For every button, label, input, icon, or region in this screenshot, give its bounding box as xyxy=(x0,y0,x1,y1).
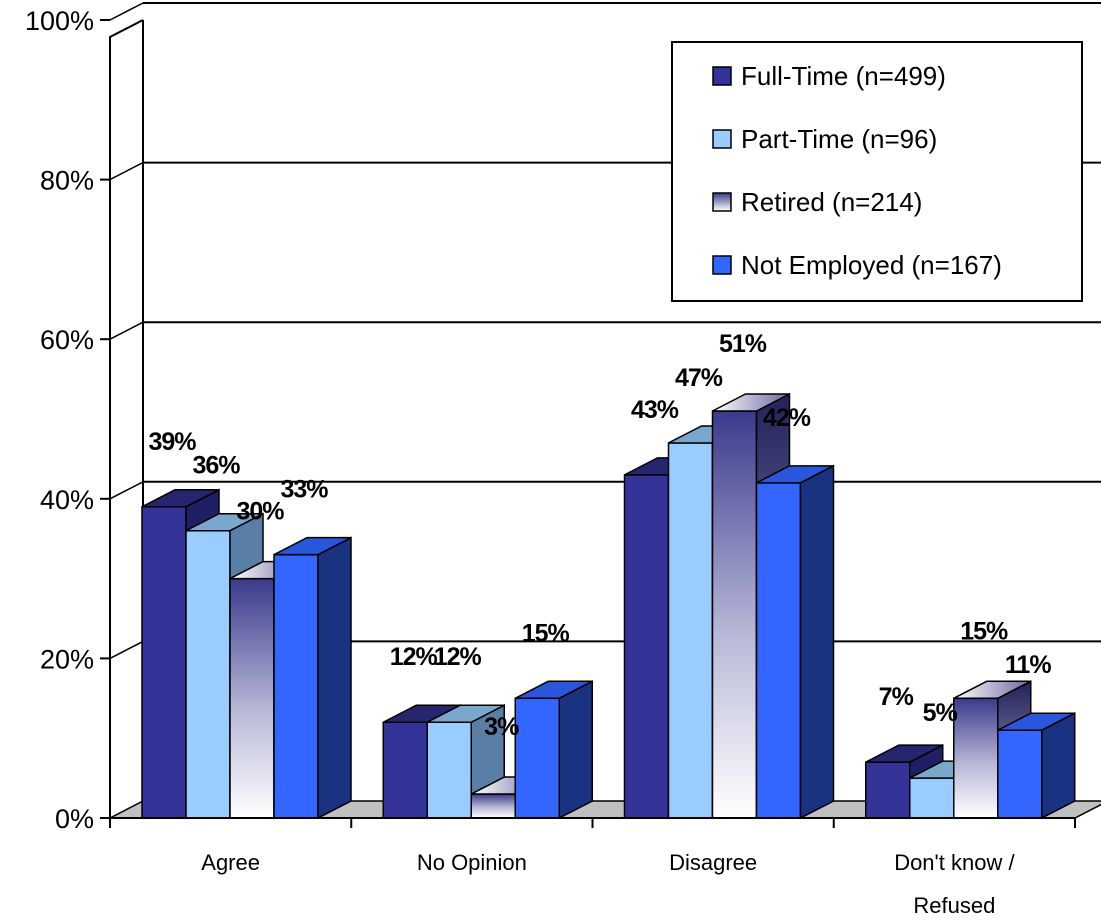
legend-swatch xyxy=(712,129,732,149)
bar-top xyxy=(273,536,352,556)
bar-front xyxy=(273,553,319,819)
gridline-diagonal xyxy=(109,481,144,500)
x-category-label: Disagree xyxy=(669,850,757,875)
data-label: 15% xyxy=(960,617,1008,645)
bar-front xyxy=(953,697,999,819)
x-category-label: Agree xyxy=(201,850,260,875)
data-label: 3% xyxy=(484,713,519,741)
gridline-diagonal xyxy=(109,161,144,181)
data-labels: 39% 12% 43% 7% 36% 12% 47% 5% 30% 3% 51% 15% 33% 15% 4… xyxy=(148,330,1052,741)
y-tick-label: 0% xyxy=(55,804,94,834)
bar-front xyxy=(623,474,670,819)
y-tick-label: 80% xyxy=(40,166,94,196)
bar-front xyxy=(909,777,955,819)
legend-label: Part-Time (n=96) xyxy=(741,124,937,154)
bar-front xyxy=(514,697,560,819)
bar-top xyxy=(426,704,505,723)
gridline-diagonal xyxy=(109,321,144,340)
x-category-label: Refused xyxy=(913,893,995,918)
bar-front xyxy=(997,729,1043,819)
y-tick-label: 40% xyxy=(40,485,94,515)
y-axis: 0% 20% 40% 60% 80% 100% xyxy=(25,2,1101,834)
data-label: 36% xyxy=(192,452,240,480)
y-tick-label: 100% xyxy=(25,6,94,36)
legend-box xyxy=(671,41,1083,302)
bar-top xyxy=(514,680,593,700)
bar-front xyxy=(141,506,187,819)
bar-front xyxy=(470,793,516,819)
data-label: 51% xyxy=(719,330,767,358)
bar-front xyxy=(711,410,758,819)
bar-front xyxy=(229,577,275,819)
bar-top xyxy=(712,393,790,412)
bar-front xyxy=(185,529,231,819)
bar-top xyxy=(756,465,834,484)
x-axis: Agree No Opinion Disagree Don't know / Refus… xyxy=(109,817,1076,918)
data-label: 33% xyxy=(280,476,328,504)
data-label: 43% xyxy=(631,396,679,424)
x-category-label: Don't know / xyxy=(894,850,1015,875)
data-label: 39% xyxy=(148,428,196,456)
legend-label: Not Employed (n=167) xyxy=(741,250,1002,280)
legend-swatch xyxy=(712,192,732,212)
data-label: 12% xyxy=(390,643,438,671)
legend-label: Retired (n=214) xyxy=(741,187,922,217)
bar-side xyxy=(799,464,835,820)
bar-front xyxy=(755,482,802,819)
data-label: 7% xyxy=(879,683,914,711)
bar-side xyxy=(317,536,352,820)
legend-label: Full-Time (n=499) xyxy=(741,61,946,91)
data-label: 12% xyxy=(434,643,482,671)
bar-side xyxy=(1041,711,1076,820)
bar-front xyxy=(667,442,714,819)
bar-top xyxy=(141,489,220,508)
data-label: 30% xyxy=(236,498,284,526)
bar-side xyxy=(558,680,593,820)
data-label: 42% xyxy=(763,404,811,432)
legend: Full-Time (n=499) Part-Time (n=96) Retired… xyxy=(671,41,1083,302)
bar-front xyxy=(865,761,911,819)
data-label: 15% xyxy=(522,619,570,647)
x-category-label: No Opinion xyxy=(417,850,527,875)
data-label: 47% xyxy=(675,364,723,392)
bar xyxy=(755,464,835,820)
bar xyxy=(514,680,593,820)
bar-top xyxy=(997,712,1076,731)
y-tick-label: 60% xyxy=(40,325,94,355)
bar-front xyxy=(426,721,472,819)
bar-top xyxy=(865,744,944,763)
bar xyxy=(997,711,1076,820)
bar-front xyxy=(382,721,428,819)
bars xyxy=(141,392,1076,820)
gridline-diagonal xyxy=(109,2,144,21)
data-label: 5% xyxy=(923,699,958,727)
bar xyxy=(273,536,352,820)
legend-swatch xyxy=(712,66,732,86)
gridline-diagonal xyxy=(109,640,144,660)
bar-top xyxy=(953,680,1032,700)
legend-swatch xyxy=(712,255,732,275)
y-tick-label: 20% xyxy=(40,644,94,674)
bar-top xyxy=(185,512,264,532)
data-label: 11% xyxy=(1005,651,1051,679)
side-wall-edge xyxy=(109,19,144,818)
